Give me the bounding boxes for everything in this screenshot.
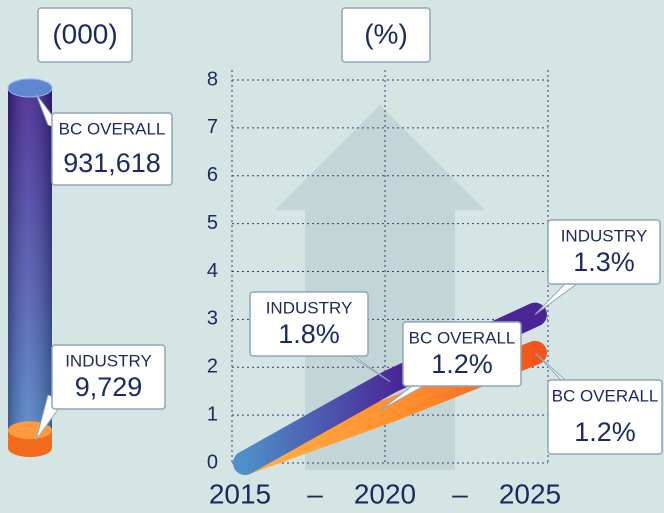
callout-box: [547, 379, 663, 455]
unit-title: (%): [364, 18, 408, 49]
unit-box: [37, 7, 133, 63]
callout-name: BC OVERALL: [59, 119, 166, 138]
y-tick-label: 8: [207, 68, 218, 90]
callout-name: BC OVERALL: [409, 328, 516, 347]
unit-box: [341, 7, 431, 63]
callout-value: 1.8%: [278, 319, 340, 349]
callout-value: 1.2%: [431, 349, 493, 379]
callout-name: INDUSTRY: [65, 351, 152, 370]
x-tick-label: 2025: [499, 478, 561, 509]
y-tick-label: 4: [207, 260, 218, 282]
callout-value: 1.3%: [573, 247, 635, 277]
callout-value: 1.2%: [574, 417, 636, 447]
callout-box: [51, 344, 166, 410]
x-tick-label: 2015: [209, 478, 271, 509]
callout-value: 9,729: [75, 372, 143, 402]
callout-box: [547, 219, 661, 285]
cylinder-bottom: [8, 439, 52, 457]
y-tick-label: 7: [207, 116, 218, 138]
cylinder-top: [7, 78, 53, 98]
unit-title: (000): [52, 18, 117, 49]
callout-box: [249, 291, 369, 357]
y-tick-label: 2: [207, 356, 218, 378]
callout-value: 931,618: [63, 148, 161, 178]
y-tick-label: 0: [207, 451, 218, 473]
x-separator: –: [307, 478, 323, 509]
x-separator: –: [452, 478, 468, 509]
callout-box: [51, 112, 173, 186]
y-tick-label: 6: [207, 164, 218, 186]
cylinder-shade: [8, 88, 52, 448]
y-tick-label: 1: [207, 403, 218, 425]
x-tick-label: 2020: [354, 478, 416, 509]
y-tick-label: 5: [207, 212, 218, 234]
callout-name: BC OVERALL: [552, 386, 659, 405]
callout-name: INDUSTRY: [561, 226, 648, 245]
callout-box: [402, 321, 522, 387]
y-tick-label: 3: [207, 308, 218, 330]
callout-name: INDUSTRY: [266, 298, 353, 317]
